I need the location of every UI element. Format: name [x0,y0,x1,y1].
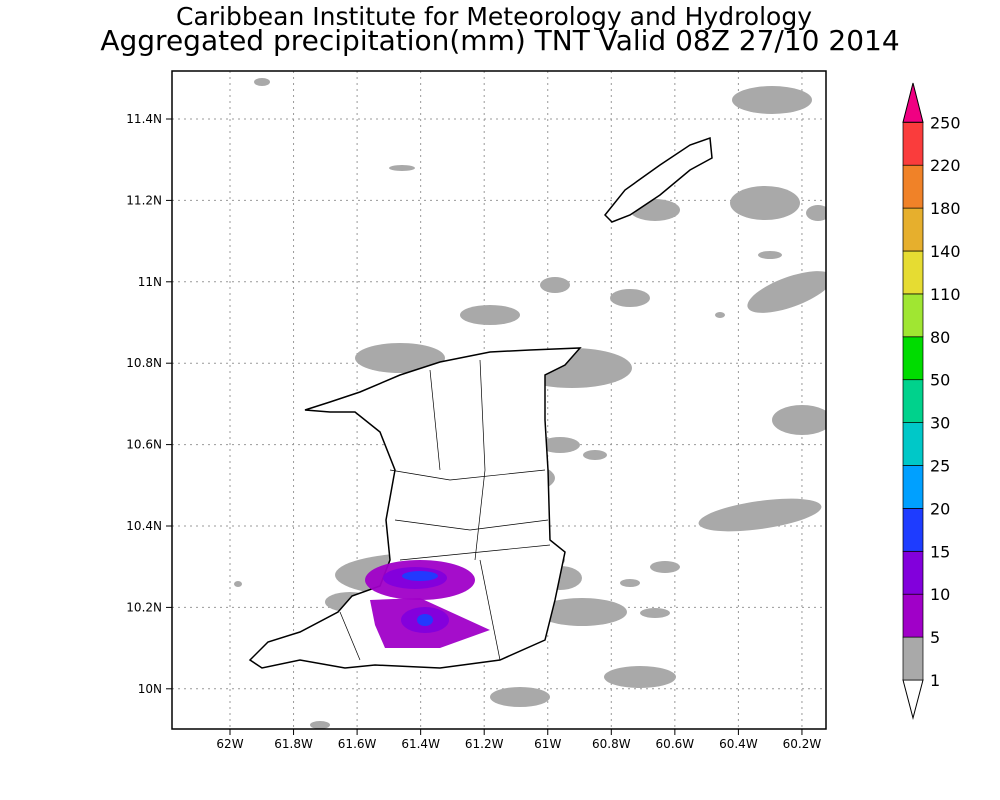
lat-tick-label: 11.4N [126,112,162,126]
colorbar-label: 1 [930,671,940,690]
lon-tick-label: 60.2W [783,737,822,751]
lon-tick-label: 60.6W [656,737,695,751]
lon-tick-label: 62W [216,737,243,751]
colorbar-label: 50 [930,371,950,390]
colorbar-swatch [902,250,924,295]
longitude-labels: 62W 61.8W 61.6W 61.4W 61.2W 61W 60.8W 60.6W 60.4… [216,729,821,751]
colorbar-swatch [902,121,924,166]
colorbar-label: 5 [930,628,940,647]
land-outline [248,136,713,669]
colorbar-label: 110 [930,285,961,304]
lon-tick-label: 61.4W [401,737,440,751]
colorbar-label: 20 [930,499,950,518]
lon-tick-label: 61.8W [274,737,313,751]
colorbar-above-triangle [902,82,924,123]
lat-tick-label: 10.6N [126,438,162,452]
colorbar-label: 180 [930,199,961,218]
colorbar-swatch [902,379,924,423]
colorbar-swatch [902,550,924,595]
lat-tick-label: 10.2N [126,600,162,614]
colorbar-swatch [902,336,924,381]
lon-tick-label: 60.4W [719,737,758,751]
colorbar-swatch [902,164,924,209]
colorbar-swatch [902,207,924,252]
map-frame [171,70,827,730]
trinidad-outline [248,347,582,669]
tobago-outline [603,136,713,223]
colorbar-below-triangle [902,679,924,720]
colorbar-label: 220 [930,156,961,175]
colorbar-swatch [902,508,924,552]
lat-tick-label: 11.2N [126,193,162,207]
lon-tick-label: 61W [534,737,561,751]
colorbar-label: 25 [930,457,950,476]
colorbar-label: 80 [930,328,950,347]
colorbar-swatch [902,293,924,338]
precip-heavy [365,560,490,648]
colorbar-label: 10 [930,585,950,604]
lat-tick-label: 10.8N [126,356,162,370]
colorbar-swatch [902,465,924,509]
lat-tick-label: 10.4N [126,519,162,533]
latitude-labels: 11.4N 11.2N 11N 10.8N 10.6N 10.4N 10.2N 10N [126,112,172,696]
county-boundaries [339,359,551,661]
lon-tick-label: 61.2W [465,737,504,751]
lon-tick-label: 60.8W [592,737,631,751]
colorbar-swatch [902,593,924,638]
lon-tick-label: 61.6W [338,737,377,751]
lat-tick-label: 11N [138,275,162,289]
chart-title-product: Aggregated precipitation(mm) TNT Valid 0… [100,24,900,57]
colorbar-swatch [902,422,924,466]
colorbar-label: 30 [930,414,950,433]
colorbar-swatch [902,636,924,681]
lat-tick-label: 10N [138,682,162,696]
chart-title-institute: Caribbean Institute for Meteorology and … [176,2,812,31]
colorbar-label: 140 [930,242,961,261]
colorbar-label: 15 [930,542,950,561]
colorbar-label: 250 [930,113,961,132]
